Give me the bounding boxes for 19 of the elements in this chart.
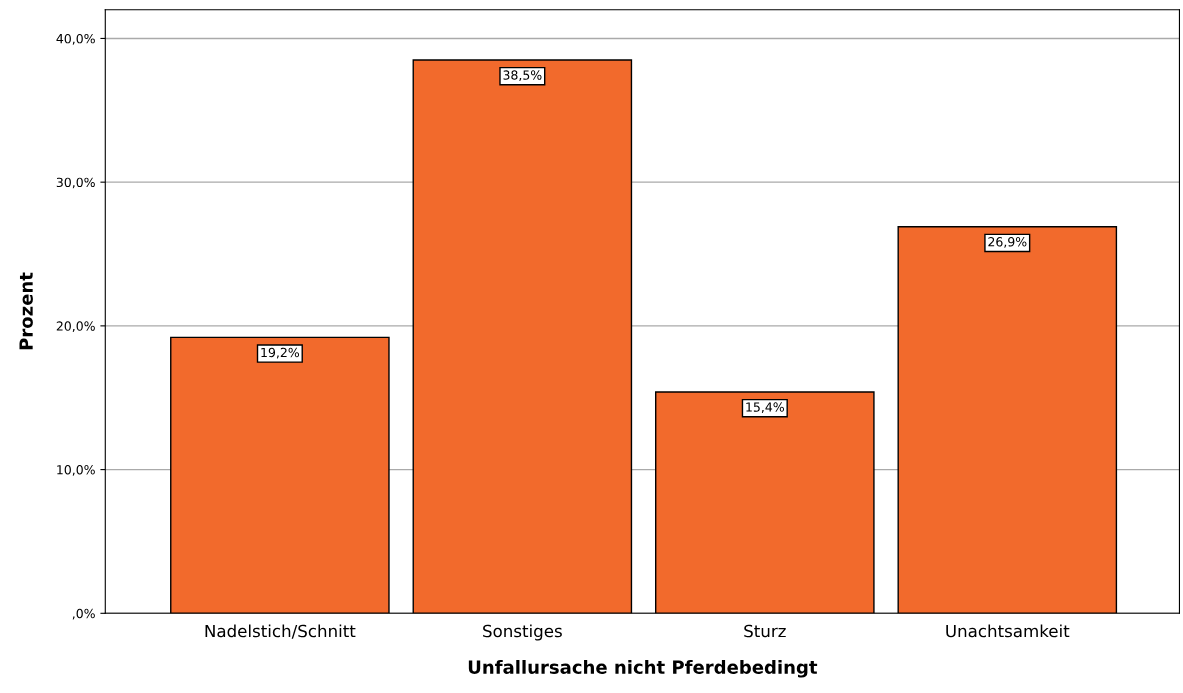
x-axis-title: Unfallursache nicht Pferdebedingt [468, 659, 818, 678]
bar [170, 336, 390, 614]
y-axis-title: Prozent [19, 272, 33, 350]
y-tick-label: 10,0% [57, 465, 95, 476]
bar [655, 391, 875, 614]
y-tick-label: 20,0% [56, 321, 95, 333]
x-tick-label: Unachtsamkeit [946, 624, 1070, 638]
x-tick-label: Sturz [744, 624, 786, 638]
data-label: 26,9% [988, 237, 1027, 248]
data-label: 15,4% [746, 402, 784, 414]
y-tick-label: 40,0% [56, 33, 95, 45]
x-tick-label: Sonstiges [483, 624, 562, 641]
x-tick-label: Nadelstich/Schnitt [205, 624, 356, 639]
y-tick-label: 30,0% [56, 177, 95, 189]
bar [412, 59, 633, 614]
y-tick-label: ,0% [72, 608, 95, 620]
bar [897, 226, 1118, 614]
data-label: 19,2% [261, 347, 300, 359]
data-label: 38,5% [503, 70, 542, 82]
